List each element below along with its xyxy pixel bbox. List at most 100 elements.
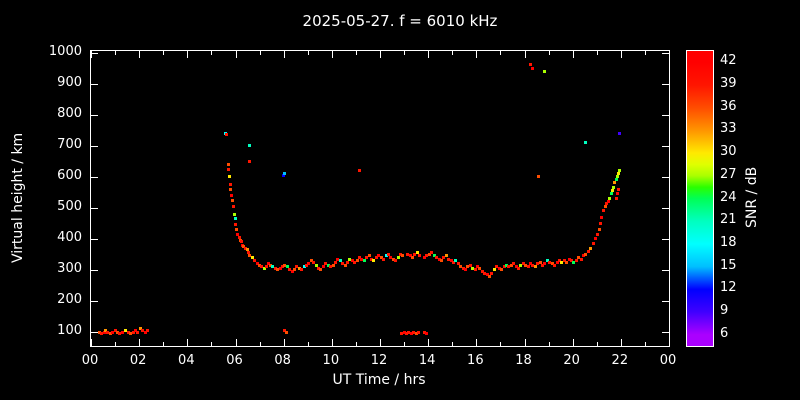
data-point [543,262,547,266]
data-point [476,265,480,269]
data-point [425,332,429,336]
y-tick-mark [662,83,669,85]
x-minor-tick-mark [644,342,646,346]
data-point [614,197,618,200]
data-point [423,330,427,334]
data-point [345,260,349,264]
data-point [300,268,304,272]
data-point [555,260,559,264]
data-point [143,330,147,334]
colorbar-tick-label: 36 [720,98,737,114]
data-point [497,266,501,270]
data-point [577,256,581,259]
data-point [336,257,340,261]
y-tick-mark [662,269,669,271]
y-tick-mark [91,300,98,302]
x-minor-tick-mark [452,342,454,346]
data-point [394,259,398,263]
y-tick-mark [91,52,98,54]
y-tick-label: 100 [57,323,82,339]
data-point [265,265,269,269]
y-tick-mark [662,332,669,334]
data-point [471,266,475,270]
x-tick-label: 12 [370,353,388,368]
data-point [615,175,619,179]
data-point [146,328,150,332]
x-tick-mark [235,51,237,58]
x-tick-mark [428,51,430,58]
data-point [537,175,541,179]
data-point [229,187,233,191]
y-tick-mark [662,176,669,178]
data-point [389,256,393,259]
x-tick-mark [620,339,622,346]
data-point [382,257,386,261]
data-point [377,254,381,258]
data-point [409,332,413,336]
y-tick-label: 1000 [48,43,82,59]
x-tick-mark [91,51,92,58]
data-point [138,327,142,331]
x-tick-label: 00 [81,353,99,368]
data-point [343,263,347,267]
x-tick-label: 06 [226,353,243,368]
x-minor-tick-mark [500,51,502,55]
x-minor-tick-mark [259,342,261,346]
data-point [600,215,604,219]
data-point [120,330,124,334]
colorbar-tick-label: 12 [720,280,737,296]
colorbar-tick-label: 6 [720,325,729,341]
x-minor-tick-mark [548,342,550,346]
data-point [408,254,412,258]
data-point [235,228,239,232]
x-tick-mark [187,51,189,58]
x-tick-mark [572,51,574,58]
data-point [594,237,598,241]
x-tick-mark [187,339,189,346]
x-tick-mark [331,339,333,346]
x-tick-label: 08 [274,353,291,368]
data-point [449,259,453,263]
data-point [412,330,416,334]
data-point [268,263,272,267]
y-tick-mark [91,83,98,85]
data-point [404,332,408,336]
x-tick-mark [476,51,478,58]
data-point [248,159,252,163]
data-point [262,266,266,270]
data-point [226,162,230,166]
data-point [553,263,557,267]
data-point [516,266,520,270]
data-point [362,259,366,263]
x-tick-mark [283,339,285,346]
colorbar-tick-label: 30 [720,144,737,160]
data-point [473,268,477,272]
data-point [391,257,395,261]
data-point [529,262,533,266]
chart-title: 2025-05-27. f = 6010 kHz [302,12,498,30]
data-point [526,265,530,269]
data-point [280,265,284,269]
data-point [614,178,618,182]
data-point [326,263,330,267]
x-tick-label: 18 [515,353,532,368]
data-point [502,265,506,269]
data-point [598,221,602,225]
data-point [248,254,252,258]
data-point [538,260,542,264]
data-point [490,271,494,275]
data-point [398,252,402,256]
data-point [305,263,309,267]
data-point [331,263,335,267]
data-point [459,265,463,269]
x-minor-tick-mark [211,342,213,346]
data-point [612,186,616,190]
data-point [379,256,383,259]
x-tick-label: 02 [129,353,147,368]
x-minor-tick-mark [211,51,213,55]
data-point [456,262,460,266]
y-tick-label: 600 [57,167,82,183]
data-point [562,259,566,263]
x-tick-label: 04 [178,353,195,368]
data-point [103,328,107,332]
